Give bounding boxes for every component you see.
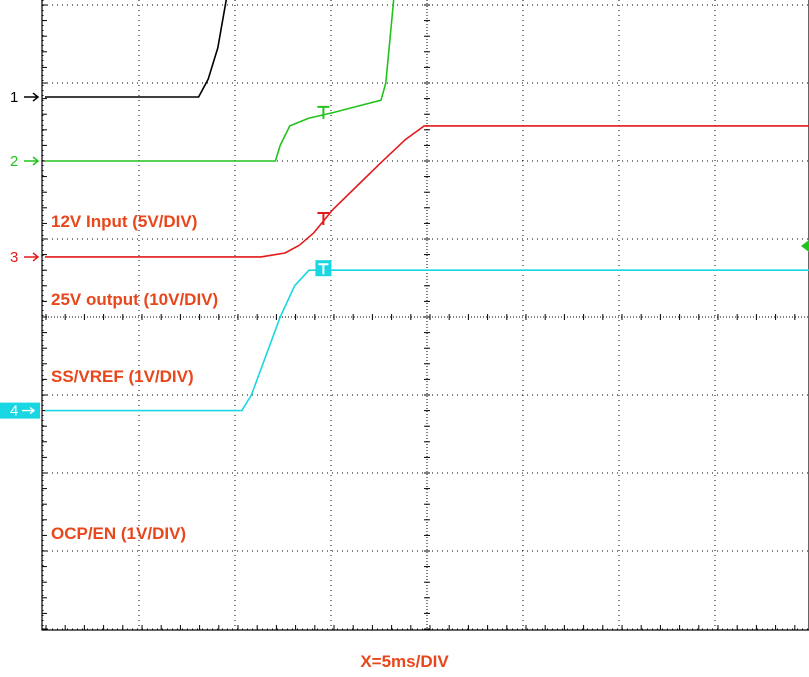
- series-label-ss-vref: SS/VREF (1V/DIV): [51, 367, 194, 386]
- arrow-right-icon: [22, 407, 36, 415]
- channel-marker-1: 1: [10, 89, 40, 106]
- channel-marker-box: [0, 402, 40, 419]
- channel-number: 3: [10, 249, 18, 266]
- series-label-12v-input: 12V Input (5V/DIV): [51, 212, 197, 231]
- channel-markers: 1 2 3 4: [0, 89, 332, 420]
- series-label-25v-output: 25V output (10V/DIV): [51, 290, 218, 309]
- trace-labels: 12V Input (5V/DIV) 25V output (10V/DIV) …: [51, 212, 218, 543]
- trace-25v-output: [45, 0, 395, 162]
- channel-number: 4: [10, 403, 18, 420]
- arrow-right-icon: [24, 156, 40, 166]
- trace-marker-t-icon: [317, 105, 330, 119]
- plot-frame: [41, 0, 809, 631]
- x-axis-scale-label: X=5ms/DIV: [360, 652, 449, 671]
- channel-marker-3: 3: [10, 249, 40, 266]
- series-label-ocp-en: OCP/EN (1V/DIV): [51, 524, 186, 543]
- graticule: [41, 0, 809, 631]
- channel-marker-4: 4: [0, 402, 40, 420]
- arrow-right-icon: [24, 252, 40, 262]
- channel-number: 2: [10, 153, 18, 170]
- trace-marker-t-icon: [317, 212, 330, 226]
- arrow-right-icon: [24, 92, 40, 102]
- channel-number: 1: [10, 89, 18, 106]
- traces: [45, 0, 809, 412]
- trace-marker-t-icon: [318, 263, 329, 275]
- trace-ss-vref: [45, 125, 809, 258]
- channel-marker-2: 2: [10, 153, 40, 170]
- trigger-level-arrow-icon: [801, 240, 809, 252]
